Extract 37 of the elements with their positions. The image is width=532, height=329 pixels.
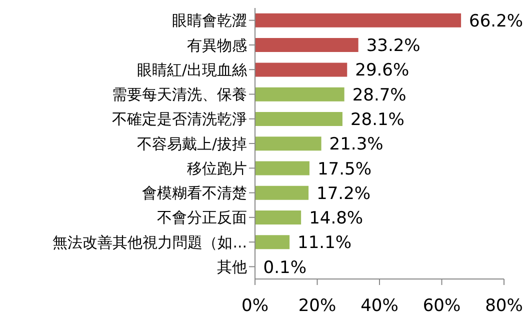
- y-tick-label: 移位跑片: [187, 159, 247, 178]
- x-tick-label: 40%: [360, 296, 398, 316]
- data-label: 28.7%: [352, 85, 406, 106]
- bar: [255, 62, 348, 77]
- y-tick-label: 會模糊看不清楚: [142, 184, 247, 202]
- data-label: 11.1%: [298, 233, 352, 254]
- bar: [255, 235, 290, 250]
- bar: [255, 161, 310, 176]
- bar: [255, 38, 358, 52]
- y-tick-label: 有異物感: [187, 36, 247, 54]
- y-tick-label: 眼睛會乾澀: [172, 12, 247, 30]
- x-tick-label: 20%: [298, 296, 336, 316]
- bar: [255, 136, 322, 151]
- data-label: 21.3%: [329, 134, 384, 155]
- bar: [255, 210, 302, 225]
- x-tick-label: 80%: [485, 296, 523, 316]
- data-label: 14.8%: [309, 208, 364, 229]
- bar: [255, 112, 342, 126]
- data-label: 29.6%: [355, 60, 410, 81]
- data-label: 28.1%: [350, 110, 404, 130]
- data-label: 66.2%: [469, 11, 524, 32]
- y-tick-label: 其他: [217, 258, 247, 276]
- y-tick-label: 眼睛紅/出現血絲: [136, 60, 247, 79]
- y-tick-label: 不容易戴上/拔掉: [136, 134, 247, 153]
- x-tick-label: 60%: [422, 296, 461, 316]
- y-tick-label: 無法改善其他視力問題（如...: [52, 233, 247, 252]
- x-tick-label: 0%: [242, 296, 268, 316]
- y-tick-label: 需要每天清洗、保養: [112, 86, 247, 104]
- bar: [255, 87, 344, 102]
- y-tick-label: 不會分正反面: [157, 208, 247, 227]
- bar: [255, 13, 462, 28]
- data-label: 17.2%: [316, 184, 371, 204]
- data-label: 17.5%: [317, 159, 372, 180]
- y-tick-label: 不確定是否清洗乾淨: [112, 110, 247, 128]
- bar: [255, 186, 309, 200]
- data-label: 0.1%: [263, 258, 307, 278]
- data-label: 33.2%: [366, 36, 420, 56]
